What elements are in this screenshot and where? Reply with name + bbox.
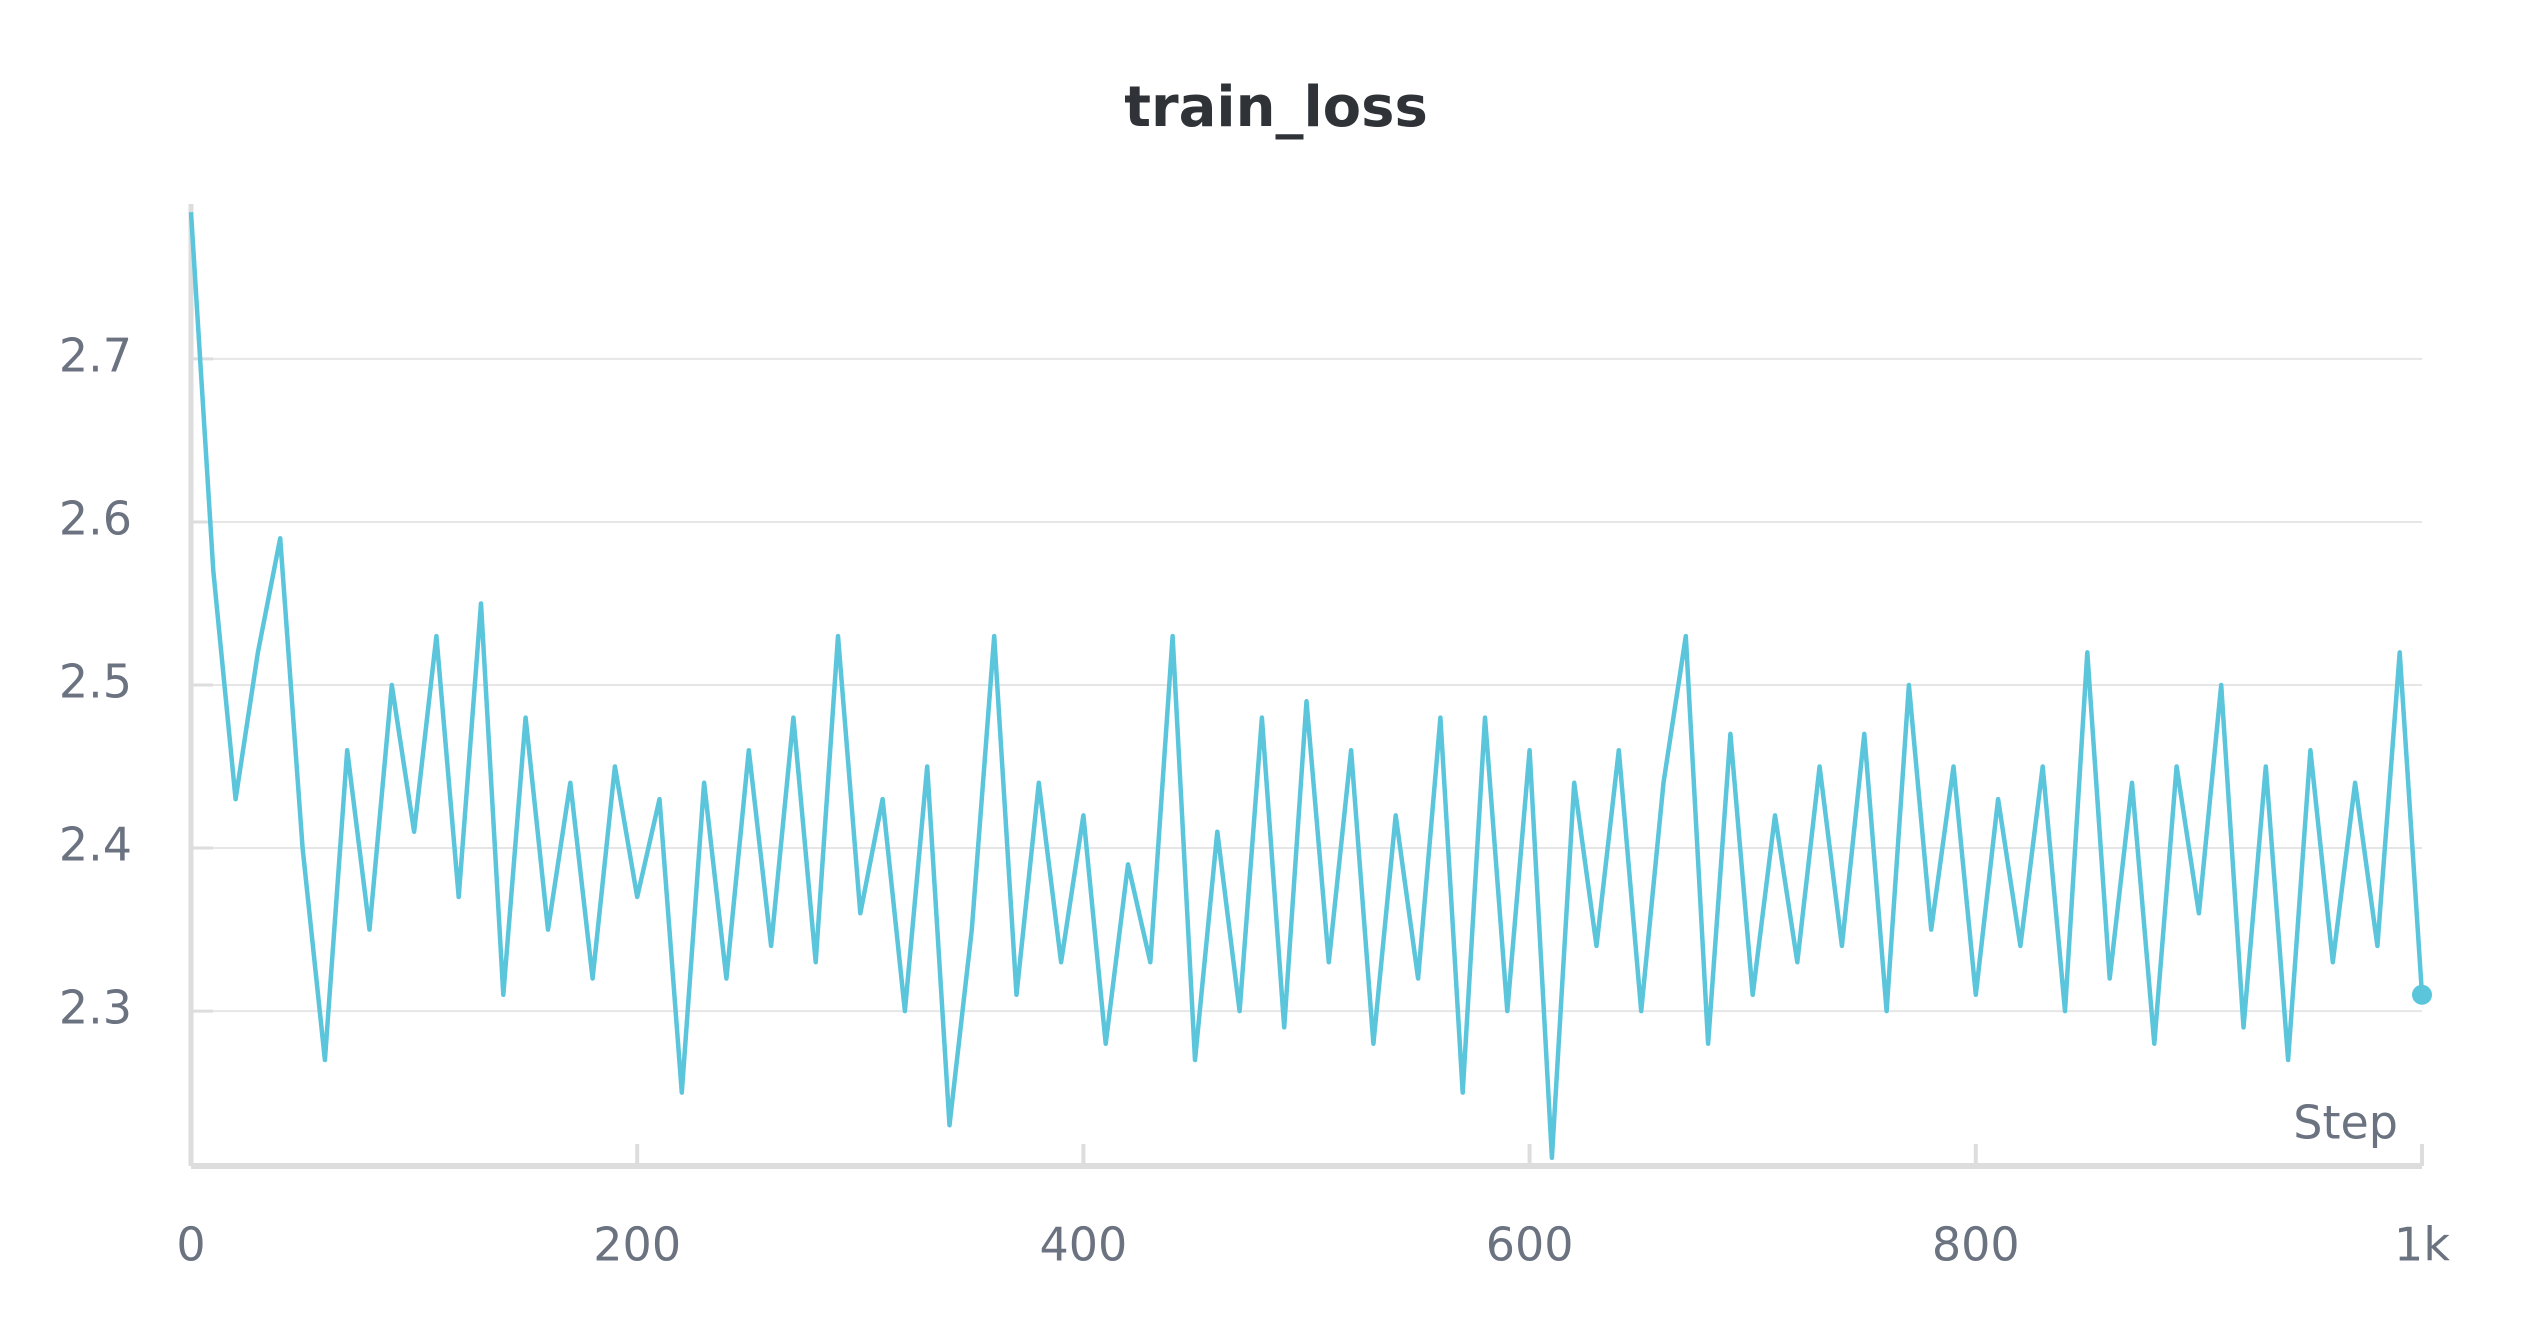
- x-axis-label: Step: [2293, 1096, 2398, 1150]
- x-tick-label: 400: [1039, 1218, 1127, 1272]
- x-tick-label: 0: [176, 1218, 205, 1272]
- end-point: [2412, 984, 2432, 1005]
- chart-title: train_loss: [1124, 75, 1428, 140]
- x-tick-label: 600: [1486, 1218, 1574, 1272]
- x-tick-label: 200: [593, 1218, 681, 1272]
- y-tick-label: 2.4: [59, 818, 132, 872]
- x-tick-label: 1k: [2394, 1218, 2450, 1272]
- y-tick-label: 2.3: [59, 981, 132, 1035]
- x-tick-label: 800: [1932, 1218, 2020, 1272]
- y-tick-label: 2.6: [59, 491, 132, 545]
- y-tick-label: 2.5: [59, 655, 132, 709]
- y-tick-label: 2.7: [59, 328, 132, 382]
- line: [188, 212, 2425, 1161]
